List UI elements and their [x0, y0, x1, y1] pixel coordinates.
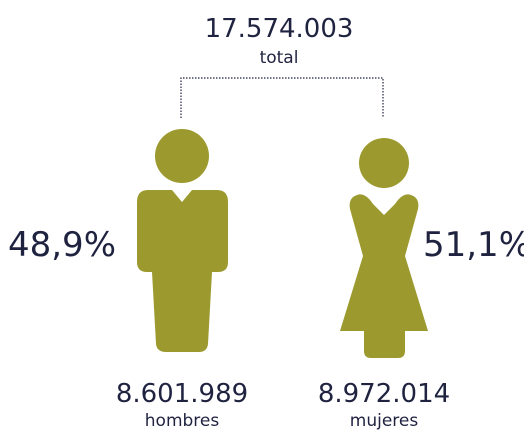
male-percent: 48,9%: [8, 225, 116, 265]
male-value: 8.601.989: [116, 379, 248, 409]
bracket: [180, 77, 384, 118]
male-icon: [137, 129, 228, 352]
female-value: 8.972.014: [318, 379, 450, 409]
total-label: total: [260, 48, 299, 68]
female-percent: 51,1%: [423, 225, 524, 265]
female-icon: [340, 138, 428, 358]
male-label: hombres: [145, 411, 220, 431]
female-label: mujeres: [350, 411, 419, 431]
total-value: 17.574.003: [205, 14, 354, 44]
